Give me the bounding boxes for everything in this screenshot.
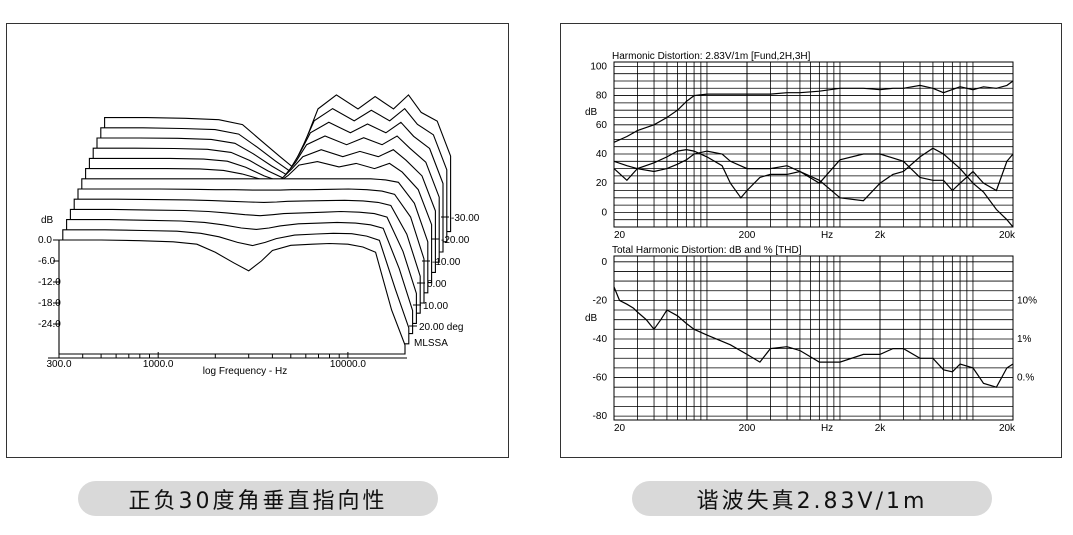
y-tick-label: -12.0 — [38, 277, 61, 288]
thd-x-tick-label: 2k — [875, 423, 887, 434]
thd-right-tick-label: 10% — [1017, 295, 1037, 306]
hd-title: Harmonic Distortion: 2.83V/1m [Fund,2H,3… — [612, 51, 811, 62]
thd-right-tick-label: 0.% — [1017, 373, 1034, 384]
thd-x-tick-label: 200 — [739, 423, 756, 434]
thd-y-tick-label: -20 — [593, 295, 608, 306]
thd-title: Total Harmonic Distortion: dB and % [THD… — [612, 245, 802, 256]
hd-frame — [613, 61, 1014, 228]
hd-x-tick-label: 200 — [739, 230, 756, 241]
thd-x-tick-label: 20 — [614, 423, 626, 434]
hd-y-tick-label: 40 — [596, 149, 608, 160]
thd-y-tick-label: -40 — [593, 334, 608, 345]
y-tick-label: -6.0 — [38, 256, 56, 267]
hd-series-2H — [613, 147, 1014, 228]
hd-x-tick-label: 20 — [614, 230, 626, 241]
depth-axis-label: MLSSA — [414, 338, 448, 349]
x-axis-label: log Frequency - Hz — [203, 366, 287, 377]
thd-y-axis-unit: dB — [585, 313, 598, 324]
hd-y-tick-label: 0 — [601, 207, 607, 218]
hd-x-tick-label: 2k — [875, 230, 887, 241]
y-tick-label: -24.0 — [38, 319, 61, 330]
thd-frame — [613, 255, 1014, 421]
distortion-charts: Harmonic Distortion: 2.83V/1m [Fund,2H,3… — [585, 51, 1037, 434]
thd-x-tick-label: 20k — [999, 423, 1016, 434]
hd-series-Fund — [613, 80, 1014, 143]
depth-tick-label: 0.00 — [427, 279, 447, 290]
y-axis-unit: dB — [41, 215, 54, 226]
distortion-chart-panel: Harmonic Distortion: 2.83V/1m [Fund,2H,3… — [560, 23, 1062, 458]
y-tick-label: -18.0 — [38, 298, 61, 309]
hd-x-tick-label: 20k — [999, 230, 1016, 241]
waterfall-chart: 300.0 1000.0 10000.0 log Frequency - Hz dB 0.… — [38, 94, 480, 377]
thd-y-tick-label: -60 — [593, 373, 608, 384]
depth-tick-label: 10.00 — [423, 301, 448, 312]
hd-y-tick-label: 80 — [596, 91, 608, 102]
hd-y-axis-unit: dB — [585, 107, 598, 118]
thd-y-tick-label: -80 — [593, 411, 608, 422]
thd-y-tick-label: 0 — [601, 257, 607, 268]
waterfall-chart-panel: 300.0 1000.0 10000.0 log Frequency - Hz dB 0.… — [6, 23, 509, 458]
x-tick-label: 10000.0 — [330, 359, 367, 370]
waterfall-trace-0 — [58, 239, 406, 355]
thd-right-tick-label: 1% — [1017, 334, 1032, 345]
hd-series-3H — [613, 150, 1014, 192]
x-tick-label: 300.0 — [46, 359, 71, 370]
thd-x-tick-label: Hz — [821, 423, 833, 434]
harmonic-distortion-caption: 谐波失真2.83V/1m — [632, 481, 992, 516]
thd-series-0 — [613, 286, 1014, 388]
depth-tick-label: 20.00 deg — [419, 322, 464, 333]
depth-tick-label: -10.00 — [432, 257, 461, 268]
hd-y-tick-label: 100 — [590, 61, 607, 72]
depth-tick-label: -20.00 — [441, 235, 470, 246]
hd-y-tick-label: 60 — [596, 120, 608, 131]
x-tick-label: 1000.0 — [143, 359, 174, 370]
y-tick-label: 0.0 — [38, 235, 52, 246]
hd-x-tick-label: Hz — [821, 230, 833, 241]
depth-tick-label: -30.00 — [451, 213, 480, 224]
hd-y-tick-label: 20 — [596, 178, 608, 189]
vertical-directivity-caption: 正负30度角垂直指向性 — [78, 481, 438, 516]
